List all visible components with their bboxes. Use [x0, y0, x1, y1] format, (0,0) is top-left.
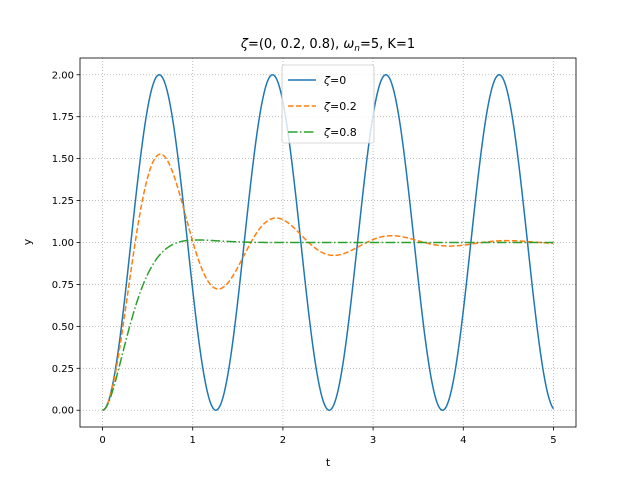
axis-ticks: 0 1 2 3 4 5 0.00 0.25 0.50 0.75 1.00 1.25 1.50 1.75 2.…: [52, 70, 557, 446]
legend-entries: ζ=0 ζ=0.2 ζ=0.8: [288, 74, 357, 139]
x-tick-label: 4: [460, 435, 466, 446]
legend-label-0: ζ=0: [323, 74, 346, 87]
x-tick-label: 5: [550, 435, 556, 446]
y-tick-label: 1.75: [52, 112, 74, 123]
chart-title: ζ=(0, 0.2, 0.8), ωn=5, K=1: [240, 37, 415, 54]
y-tick-label: 1.50: [52, 154, 74, 165]
legend-label-2: ζ=0.8: [323, 126, 357, 139]
legend-box: [281, 64, 375, 144]
series-line-0: [102, 74, 555, 411]
y-tick-label: 0.75: [52, 280, 74, 291]
y-tick-label: 1.00: [52, 238, 74, 249]
y-tick-label: 0.00: [52, 406, 74, 417]
x-tick-label: 3: [370, 435, 376, 446]
series-lines: [102, 74, 555, 411]
x-tick-label: 2: [280, 435, 286, 446]
y-tick-label: 0.25: [52, 364, 74, 375]
y-tick-label: 2.00: [52, 70, 74, 81]
x-axis-label: t: [326, 456, 331, 469]
x-tick-label: 0: [99, 435, 105, 446]
x-tick-label: 1: [190, 435, 196, 446]
y-tick-label: 1.25: [52, 196, 74, 207]
y-axis-label: y: [21, 238, 34, 245]
legend-label-1: ζ=0.2: [323, 100, 357, 113]
series-line-1: [102, 153, 554, 411]
y-tick-label: 0.50: [52, 322, 74, 333]
series-line-2: [102, 239, 554, 411]
legend: ζ=0 ζ=0.2 ζ=0.8: [281, 64, 375, 144]
